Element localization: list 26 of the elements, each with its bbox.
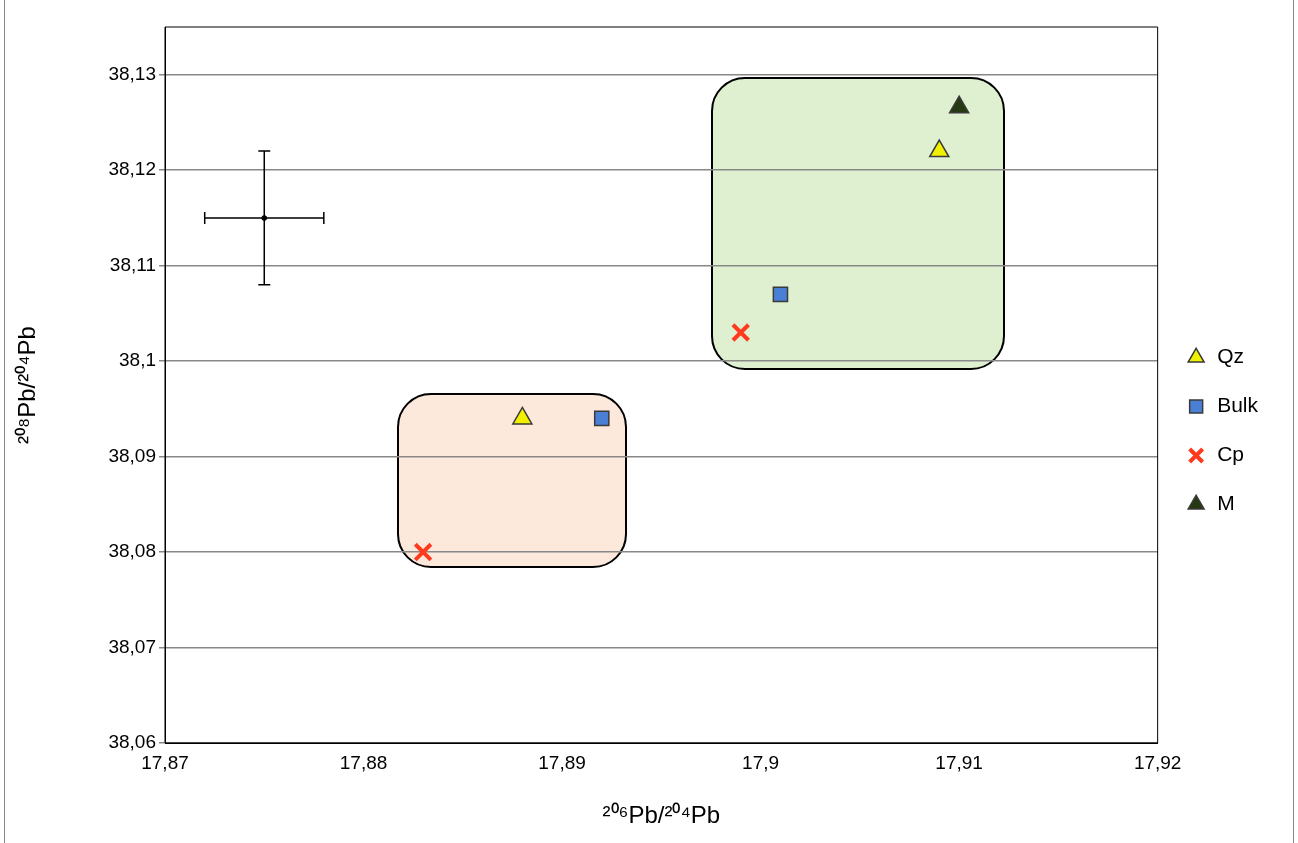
x-tick-label: 17,87 [141,751,189,773]
y-tick-label: 38,11 [109,253,156,275]
x-tick-label: 17,92 [1133,751,1182,773]
point [948,95,970,114]
x-tick-label: 17,91 [935,751,983,773]
point [413,542,433,562]
legend-label: Qz [1217,344,1244,368]
point [730,322,751,343]
y-axis-title: ²⁰⁸Pb/²⁰⁴Pb [13,326,41,444]
x-axis-title: ²⁰⁶Pb/²⁰⁴Pb [602,801,721,829]
point [593,410,610,427]
x-tick-label: 17,9 [742,751,780,773]
y-tick-label: 38,07 [108,635,156,657]
legend-label: Bulk [1217,393,1259,417]
y-tick-label: 38,1 [119,349,156,371]
x-tick-label: 17,89 [538,751,586,773]
legend-label: M [1217,491,1235,515]
y-tick-label: 38,13 [108,62,156,84]
point [928,139,950,158]
y-tick-label: 38,06 [108,731,156,753]
point [772,286,789,303]
x-tick-label: 17,88 [339,751,388,773]
legend-label: Cp [1217,442,1245,466]
y-tick-label: 38,09 [108,444,156,466]
y-tick-label: 38,12 [108,158,156,180]
y-tick-label: 38,08 [108,540,156,562]
